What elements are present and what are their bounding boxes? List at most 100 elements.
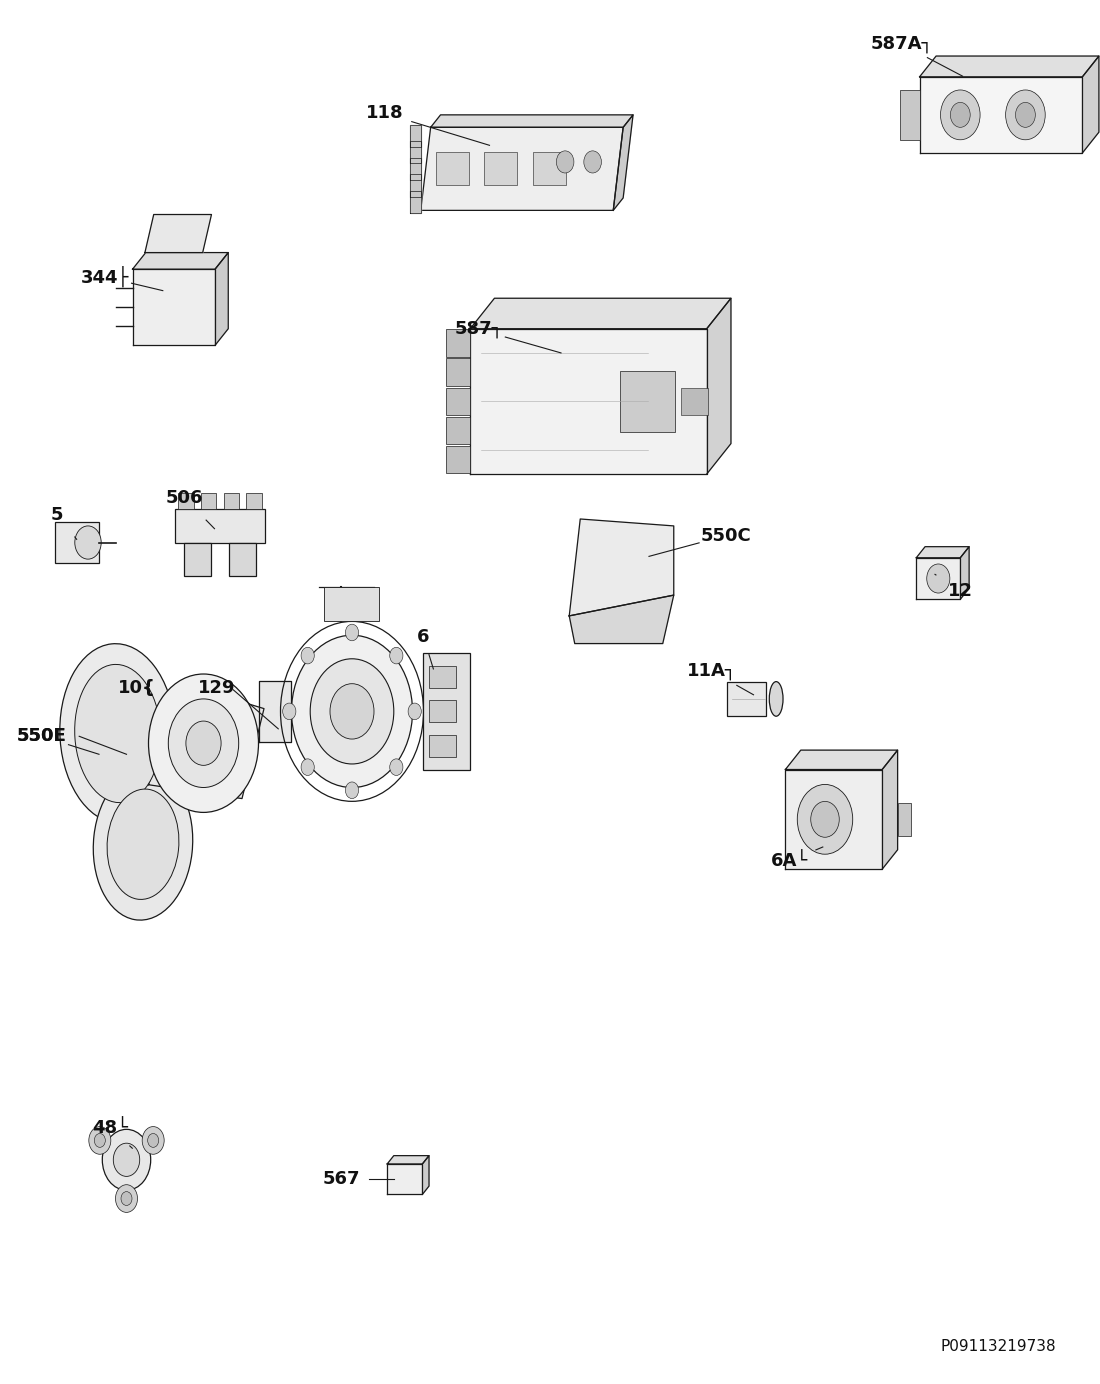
Polygon shape [420, 127, 623, 210]
Circle shape [75, 526, 101, 559]
Bar [429, 666, 456, 688]
Text: 10{: 10{ [119, 678, 156, 698]
Circle shape [584, 151, 602, 173]
Circle shape [116, 1185, 138, 1212]
Circle shape [950, 102, 970, 127]
Circle shape [89, 1127, 111, 1154]
Text: 12: 12 [948, 581, 972, 601]
Bar [201, 493, 217, 509]
Circle shape [102, 1129, 151, 1190]
Bar [437, 152, 470, 185]
Polygon shape [409, 125, 420, 147]
Bar [447, 358, 471, 386]
Bar [324, 587, 380, 621]
Polygon shape [614, 115, 634, 210]
Text: 129: 129 [198, 678, 235, 698]
Circle shape [1005, 90, 1045, 140]
Text: 11A┐: 11A┐ [686, 662, 737, 681]
Circle shape [389, 648, 403, 664]
Ellipse shape [769, 682, 783, 717]
Circle shape [283, 703, 296, 720]
Circle shape [940, 90, 980, 140]
Circle shape [345, 782, 359, 799]
Bar [178, 493, 194, 509]
Text: 118: 118 [366, 104, 404, 123]
Ellipse shape [59, 644, 176, 823]
Bar [246, 493, 262, 509]
Circle shape [408, 703, 421, 720]
Text: 6: 6 [417, 627, 430, 646]
Polygon shape [570, 519, 673, 616]
Polygon shape [471, 329, 707, 473]
Polygon shape [707, 299, 732, 473]
Polygon shape [216, 252, 229, 346]
Bar [175, 509, 265, 543]
Circle shape [168, 699, 239, 787]
Polygon shape [409, 191, 420, 213]
Bar [429, 700, 456, 722]
Circle shape [926, 565, 949, 594]
Polygon shape [920, 76, 1082, 154]
Bar [223, 493, 239, 509]
Circle shape [310, 659, 394, 764]
Circle shape [798, 785, 852, 854]
Polygon shape [785, 750, 898, 770]
Ellipse shape [75, 664, 161, 803]
Bar [424, 653, 470, 770]
Circle shape [95, 1133, 106, 1147]
Polygon shape [920, 55, 1099, 76]
Circle shape [186, 721, 221, 765]
Polygon shape [409, 141, 420, 163]
Ellipse shape [107, 789, 179, 900]
Polygon shape [785, 770, 882, 869]
Circle shape [292, 635, 412, 787]
Bar [185, 543, 210, 576]
Polygon shape [258, 681, 292, 742]
Circle shape [1015, 102, 1035, 127]
Polygon shape [132, 252, 229, 270]
Bar [726, 682, 766, 717]
Circle shape [142, 1127, 164, 1154]
Text: 587A┐: 587A┐ [871, 35, 933, 54]
Circle shape [557, 151, 574, 173]
Text: 506: 506 [166, 489, 204, 508]
Polygon shape [1082, 55, 1099, 154]
Text: 550C: 550C [701, 526, 751, 545]
Polygon shape [570, 595, 673, 644]
Polygon shape [422, 1156, 429, 1194]
Text: 5: 5 [51, 505, 64, 525]
Bar [900, 90, 920, 140]
Polygon shape [882, 750, 898, 869]
Polygon shape [145, 215, 211, 252]
Bar [532, 152, 565, 185]
Text: 6A└: 6A└ [771, 851, 808, 871]
Bar [429, 735, 456, 757]
Polygon shape [132, 270, 216, 346]
Bar [898, 803, 911, 836]
Bar [447, 446, 471, 473]
Text: 587┐: 587┐ [454, 320, 503, 339]
Circle shape [148, 674, 258, 812]
Text: 48└: 48└ [92, 1118, 128, 1138]
Text: 567: 567 [322, 1169, 360, 1189]
Circle shape [811, 801, 839, 837]
Text: P09113219738: P09113219738 [940, 1338, 1056, 1354]
Circle shape [301, 758, 315, 775]
Polygon shape [409, 158, 420, 180]
Circle shape [121, 1192, 132, 1205]
Bar [230, 543, 255, 576]
Polygon shape [387, 1164, 422, 1194]
Polygon shape [471, 299, 732, 329]
Bar [681, 388, 708, 415]
Text: 550E: 550E [16, 727, 67, 746]
Circle shape [113, 1143, 140, 1176]
Polygon shape [148, 684, 264, 799]
Circle shape [147, 1133, 158, 1147]
Polygon shape [430, 115, 634, 127]
Circle shape [301, 648, 315, 664]
Bar [484, 152, 517, 185]
Polygon shape [387, 1156, 429, 1164]
Bar [55, 522, 99, 563]
Bar [620, 371, 675, 432]
Text: 344├: 344├ [80, 266, 129, 288]
